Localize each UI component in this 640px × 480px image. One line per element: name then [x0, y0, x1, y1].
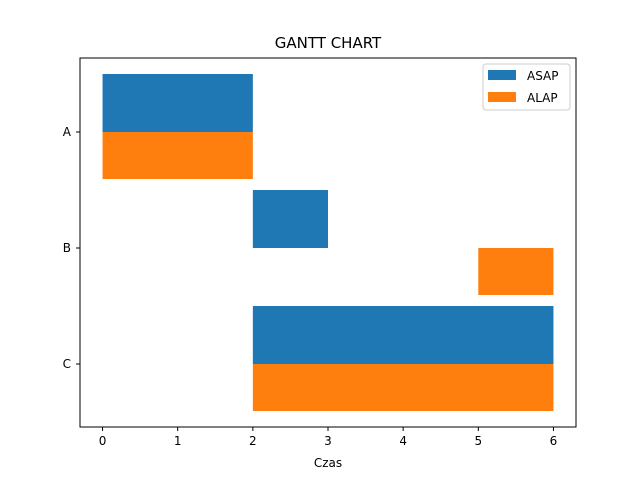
y-tick-label: C — [63, 357, 71, 371]
bar-asap-c — [252, 306, 554, 364]
bar-alap-b — [478, 248, 554, 295]
x-tick-label: 4 — [399, 434, 407, 448]
x-tick-label: 0 — [99, 434, 107, 448]
bar-asap-b — [252, 190, 328, 248]
bars-group — [102, 74, 554, 411]
bar-alap-a — [102, 132, 253, 179]
x-axis-label: Czas — [314, 456, 342, 470]
legend-label-alap: ALAP — [527, 91, 558, 105]
y-axis: A B C — [63, 125, 80, 371]
y-tick-label: B — [63, 241, 71, 255]
x-tick-label: 5 — [474, 434, 482, 448]
legend: ASAP ALAP — [482, 63, 571, 111]
y-tick-label: A — [63, 125, 72, 139]
x-tick-label: 2 — [249, 434, 257, 448]
bar-alap-c — [252, 364, 554, 411]
chart-title: GANTT CHART — [275, 34, 382, 52]
bar-asap-a — [102, 74, 253, 132]
legend-swatch-asap — [488, 70, 516, 80]
x-axis: 0 1 2 3 4 5 6 — [99, 427, 558, 448]
legend-label-asap: ASAP — [527, 69, 559, 83]
legend-swatch-alap — [488, 92, 516, 102]
x-tick-label: 3 — [324, 434, 332, 448]
x-tick-label: 6 — [550, 434, 558, 448]
x-tick-label: 1 — [174, 434, 182, 448]
